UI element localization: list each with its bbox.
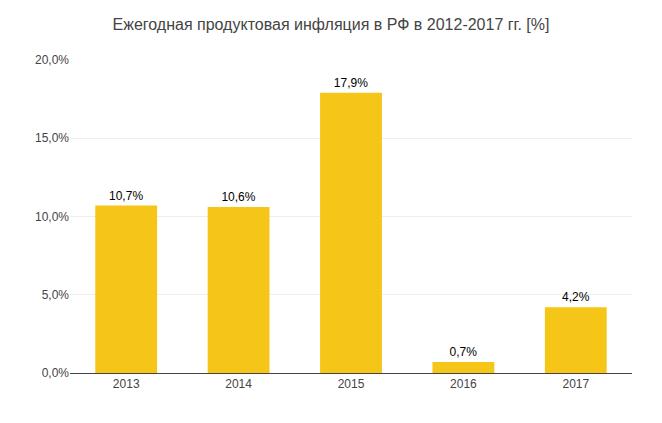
svg-text:2015: 2015: [338, 377, 365, 391]
svg-text:Ежегодная продуктовая инфляция: Ежегодная продуктовая инфляция в РФ в 20…: [113, 16, 550, 33]
svg-text:10,0%: 10,0%: [35, 210, 69, 224]
svg-text:2017: 2017: [562, 377, 589, 391]
svg-text:4,2%: 4,2%: [562, 290, 590, 304]
svg-text:2013: 2013: [113, 377, 140, 391]
svg-text:0,7%: 0,7%: [450, 345, 478, 359]
svg-text:5,0%: 5,0%: [42, 288, 70, 302]
svg-text:15,0%: 15,0%: [35, 131, 69, 145]
svg-text:10,6%: 10,6%: [221, 190, 255, 204]
svg-text:2014: 2014: [225, 377, 252, 391]
svg-text:17,9%: 17,9%: [334, 76, 368, 90]
svg-text:10,7%: 10,7%: [109, 189, 143, 203]
svg-text:0,0%: 0,0%: [42, 366, 70, 380]
svg-text:2016: 2016: [450, 377, 477, 391]
svg-text:20,0%: 20,0%: [35, 53, 69, 67]
